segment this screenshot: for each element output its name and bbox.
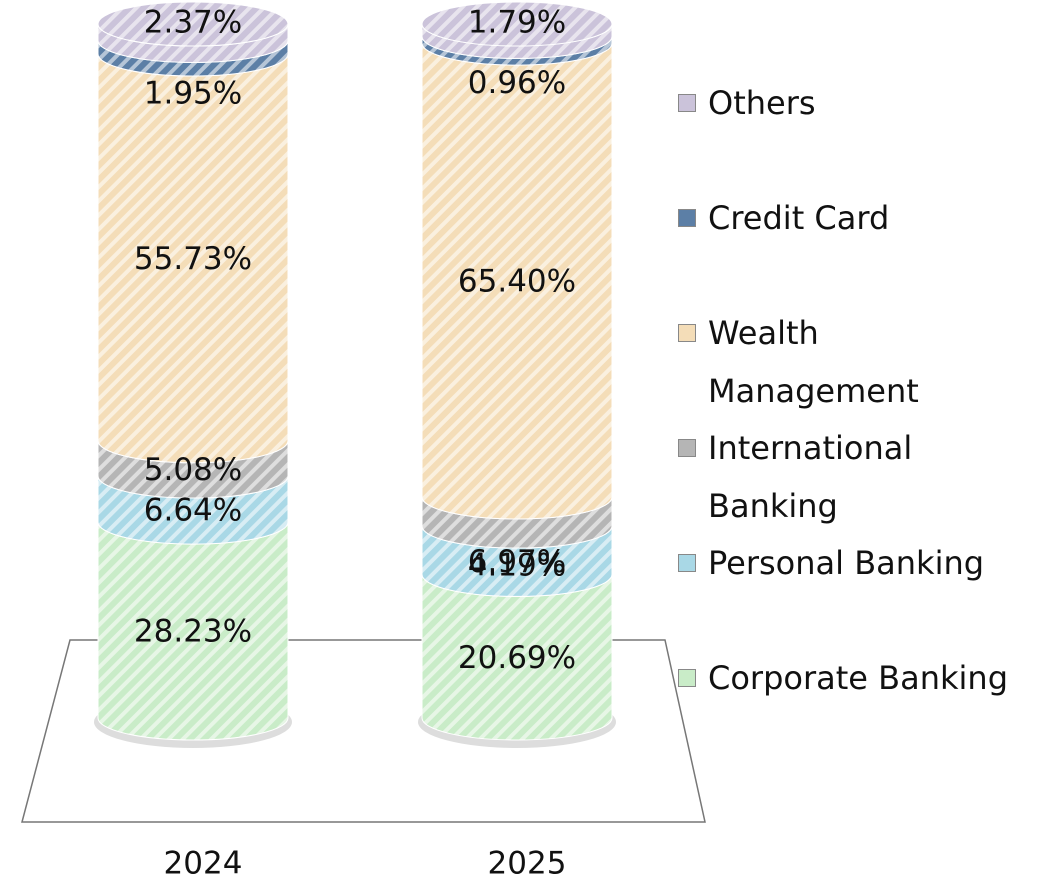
segment-texture [98, 476, 288, 545]
legend-label: Corporate Banking [708, 659, 1008, 697]
segment-texture [98, 24, 288, 63]
data-label: 55.73% [134, 241, 252, 277]
data-label: 1.95% [144, 76, 242, 112]
legend-label: Others [708, 84, 816, 122]
segment-texture [98, 53, 288, 463]
legend-swatch [678, 94, 696, 112]
data-label: 1.79% [468, 5, 566, 41]
legend-label: International Banking [708, 429, 913, 525]
data-label: 6.97% [468, 544, 566, 580]
legend: Others Credit Card Wealth Management Intern… [678, 80, 1048, 770]
segment-texture [422, 526, 612, 597]
legend-swatch [678, 669, 696, 687]
segment-texture [422, 574, 612, 740]
data-label: 6.64% [144, 493, 242, 529]
segment-texture [98, 522, 288, 740]
data-label: 4.19% [468, 548, 566, 584]
legend-item: Credit Card [678, 195, 1048, 310]
segment-texture [422, 36, 612, 66]
x-tick-label: 2025 [488, 846, 567, 882]
data-label: 2.37% [144, 5, 242, 41]
data-label: 28.23% [134, 614, 252, 650]
cylinder-top-texture [98, 2, 288, 46]
legend-swatch [678, 439, 696, 457]
legend-label: Credit Card [708, 199, 890, 237]
legend-swatch [678, 209, 696, 227]
data-label: 5.08% [144, 452, 242, 488]
segment-texture [422, 496, 612, 549]
data-label: 20.69% [458, 640, 576, 676]
legend-item: Personal Banking [678, 540, 1048, 655]
legend-item: Corporate Banking [678, 655, 1048, 770]
legend-item: Wealth Management [678, 310, 1048, 425]
data-label: 0.96% [468, 65, 566, 101]
legend-label: Wealth Management [708, 314, 919, 410]
cylinder-top-texture [422, 2, 612, 46]
legend-label: Personal Banking [708, 544, 985, 582]
legend-item: International Banking [678, 425, 1048, 540]
data-label: 65.40% [458, 264, 576, 300]
legend-swatch [678, 554, 696, 572]
segment-texture [98, 40, 288, 76]
segment-texture [422, 43, 612, 519]
segment-texture [98, 440, 288, 499]
segment-texture [422, 24, 612, 59]
x-tick-label: 2024 [164, 846, 243, 882]
legend-item: Others [678, 80, 1048, 195]
legend-swatch [678, 324, 696, 342]
